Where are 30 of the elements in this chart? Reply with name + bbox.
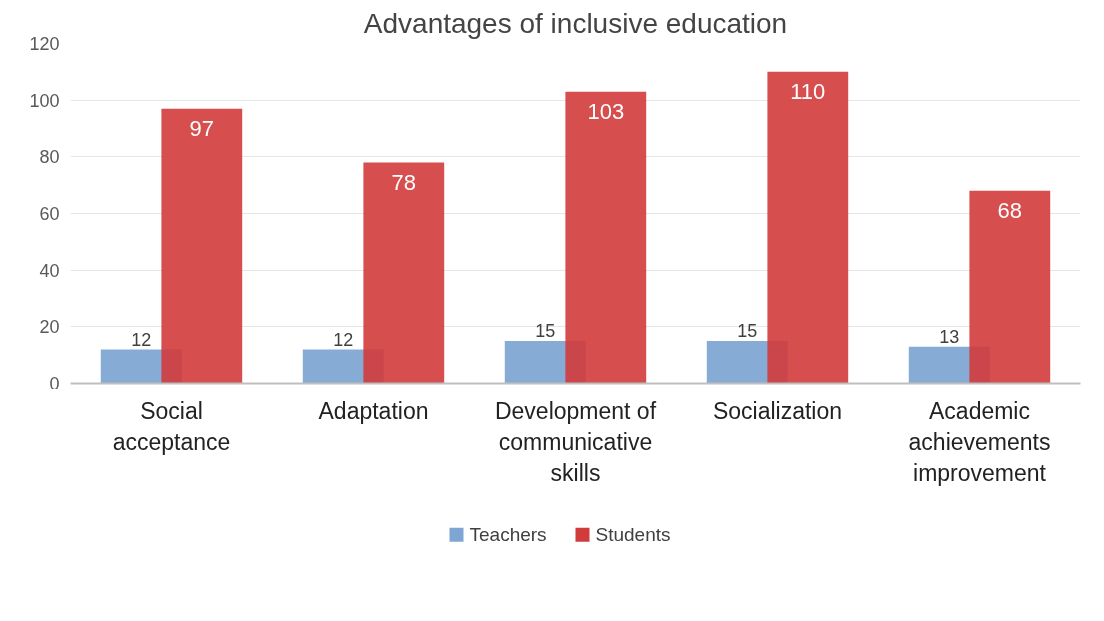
data-label: 15 [535, 321, 556, 341]
y-tick-label: 20 [39, 317, 60, 338]
x-tick-label: Social acceptance [112, 397, 231, 455]
chart-title: Advantages of inclusive education [363, 7, 788, 39]
x-tick-label: Socialization [712, 397, 843, 424]
data-label: 103 [587, 98, 625, 124]
bar [161, 108, 243, 384]
y-tick-label: 120 [29, 34, 60, 54]
y-tick-label: 60 [39, 204, 60, 224]
bar [565, 91, 647, 384]
legend-label: Students [595, 524, 671, 546]
x-tick-label: Development of communicative skills [494, 397, 657, 486]
data-label: 78 [391, 169, 417, 195]
y-tick-label: 40 [39, 260, 60, 281]
data-label: 12 [131, 329, 152, 350]
y-tick-label: 100 [29, 90, 60, 111]
data-label: 68 [997, 197, 1023, 223]
bar [969, 190, 1051, 384]
x-tick-label: Adaptation [318, 397, 429, 424]
x-tick-label: Academic achievements improvement [908, 397, 1051, 486]
bar [363, 162, 445, 384]
data-label: 12 [333, 329, 354, 350]
data-label: 97 [189, 115, 215, 141]
y-tick-label: 80 [39, 147, 60, 168]
bar [767, 71, 849, 384]
y-tick-label: 0 [49, 373, 60, 394]
legend-label: Teachers [469, 524, 547, 546]
data-label: 110 [790, 78, 826, 104]
data-label: 13 [939, 326, 960, 347]
data-label: 15 [737, 321, 758, 341]
